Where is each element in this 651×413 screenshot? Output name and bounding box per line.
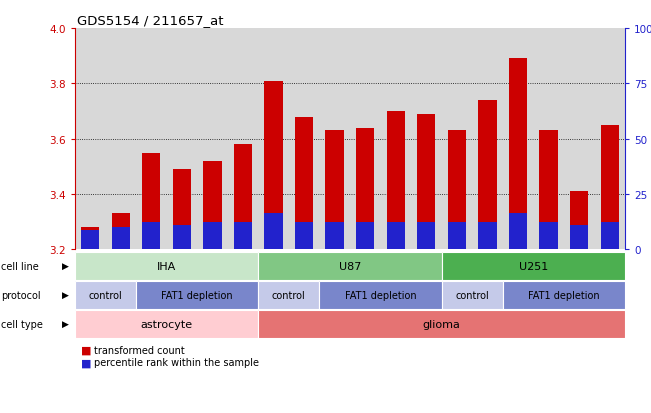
- Bar: [111, 228, 130, 250]
- Bar: [234, 222, 252, 250]
- Bar: [478, 101, 497, 250]
- Text: ▶: ▶: [62, 319, 68, 328]
- Bar: [295, 117, 313, 250]
- Bar: [478, 222, 497, 250]
- Bar: [350, 29, 380, 250]
- Bar: [533, 29, 564, 250]
- Text: FAT1 depletion: FAT1 depletion: [344, 290, 416, 300]
- Bar: [289, 29, 320, 250]
- Bar: [540, 131, 558, 250]
- Bar: [81, 230, 100, 250]
- Bar: [81, 228, 100, 250]
- Text: protocol: protocol: [1, 290, 41, 300]
- Bar: [387, 222, 405, 250]
- Bar: [417, 222, 436, 250]
- Bar: [142, 153, 160, 250]
- Bar: [356, 222, 374, 250]
- Bar: [173, 225, 191, 250]
- Bar: [509, 214, 527, 250]
- Text: cell type: cell type: [1, 319, 43, 329]
- Bar: [203, 222, 221, 250]
- Bar: [600, 126, 619, 250]
- Bar: [326, 222, 344, 250]
- Text: FAT1 depletion: FAT1 depletion: [161, 290, 233, 300]
- Text: ■: ■: [81, 358, 92, 368]
- Bar: [197, 29, 228, 250]
- Text: ▶: ▶: [62, 261, 68, 271]
- Text: ▶: ▶: [62, 290, 68, 299]
- Text: ■: ■: [81, 345, 92, 355]
- Text: IHA: IHA: [157, 261, 176, 271]
- Text: control: control: [272, 290, 306, 300]
- Text: control: control: [455, 290, 489, 300]
- Bar: [173, 170, 191, 250]
- Text: GDS5154 / 211657_at: GDS5154 / 211657_at: [77, 14, 223, 27]
- Bar: [472, 29, 503, 250]
- Bar: [448, 222, 466, 250]
- Bar: [295, 222, 313, 250]
- Bar: [441, 29, 472, 250]
- Text: transformed count: transformed count: [94, 345, 185, 355]
- Bar: [411, 29, 441, 250]
- Bar: [167, 29, 197, 250]
- Text: control: control: [89, 290, 122, 300]
- Bar: [380, 29, 411, 250]
- Bar: [228, 29, 258, 250]
- Bar: [594, 29, 625, 250]
- Bar: [503, 29, 533, 250]
- Bar: [264, 81, 283, 250]
- Bar: [540, 222, 558, 250]
- Bar: [136, 29, 167, 250]
- Text: astrocyte: astrocyte: [141, 319, 193, 329]
- Text: FAT1 depletion: FAT1 depletion: [528, 290, 600, 300]
- Bar: [600, 222, 619, 250]
- Text: U251: U251: [519, 261, 548, 271]
- Text: U87: U87: [339, 261, 361, 271]
- Bar: [111, 214, 130, 250]
- Bar: [326, 131, 344, 250]
- Bar: [356, 128, 374, 250]
- Bar: [387, 112, 405, 250]
- Bar: [448, 131, 466, 250]
- Text: glioma: glioma: [422, 319, 460, 329]
- Bar: [203, 161, 221, 250]
- Text: cell line: cell line: [1, 261, 39, 271]
- Bar: [142, 222, 160, 250]
- Bar: [75, 29, 105, 250]
- Bar: [564, 29, 594, 250]
- Bar: [570, 225, 589, 250]
- Bar: [234, 145, 252, 250]
- Bar: [258, 29, 289, 250]
- Bar: [570, 192, 589, 250]
- Bar: [417, 114, 436, 250]
- Bar: [509, 59, 527, 250]
- Bar: [264, 214, 283, 250]
- Bar: [105, 29, 136, 250]
- Text: percentile rank within the sample: percentile rank within the sample: [94, 358, 259, 368]
- Bar: [320, 29, 350, 250]
